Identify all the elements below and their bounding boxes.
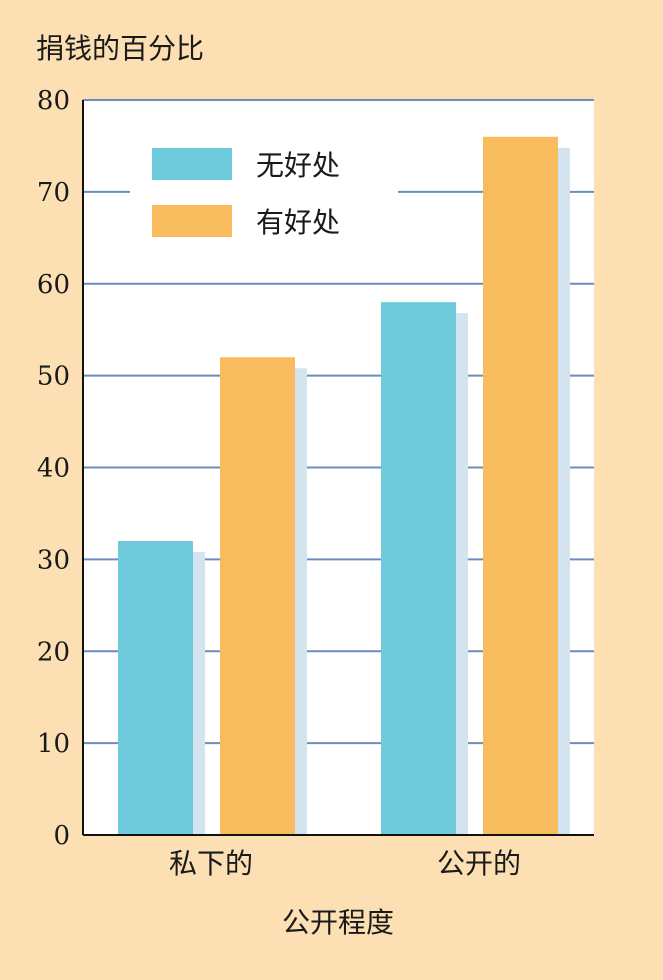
y-axis-label: 捐钱的百分比: [36, 32, 204, 65]
y-tick-label: 30: [37, 545, 70, 575]
bars: [118, 136, 570, 835]
x-category-labels: 私下的 公开的: [169, 847, 521, 880]
bar: [483, 136, 558, 835]
y-tick-label: 70: [37, 178, 70, 208]
y-tick-label: 10: [37, 729, 70, 759]
y-tick-label: 20: [37, 637, 70, 667]
y-tick-label: 60: [37, 270, 70, 300]
bar: [381, 302, 456, 835]
x-category-label: 公开的: [437, 847, 521, 880]
legend-label: 无好处: [256, 149, 340, 182]
legend-label: 有好处: [256, 206, 340, 239]
x-axis-label: 公开程度: [282, 906, 394, 939]
y-tick-label: 80: [37, 86, 70, 116]
axes: [82, 100, 594, 836]
legend-swatch: [152, 148, 232, 180]
y-tick-label: 0: [53, 821, 70, 851]
y-tick-labels: 0 10 20 30 40 50 60 70 80: [37, 86, 70, 851]
legend-swatch: [152, 205, 232, 237]
bar: [220, 357, 295, 835]
y-tick-label: 40: [37, 454, 70, 484]
bar: [118, 541, 193, 835]
x-category-label: 私下的: [169, 847, 253, 880]
y-tick-label: 50: [37, 362, 70, 392]
